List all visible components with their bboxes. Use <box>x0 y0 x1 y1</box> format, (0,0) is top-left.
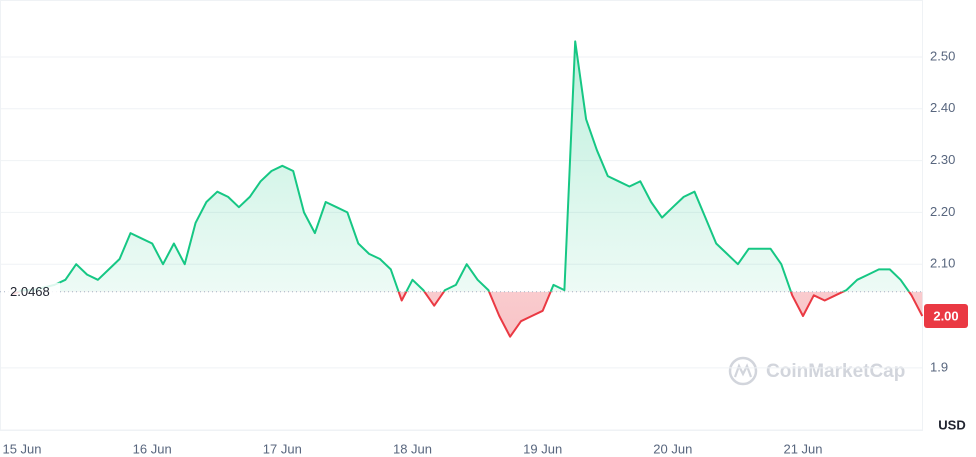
y-tick-label: 2.50 <box>930 48 955 63</box>
baseline-label-bg <box>6 282 60 301</box>
x-tick-label: 15 Jun <box>2 441 41 456</box>
x-tick-label: 21 Jun <box>783 441 822 456</box>
last-price-label: 2.00 <box>933 308 958 323</box>
watermark: CoinMarketCap <box>728 356 905 386</box>
x-tick-label: 16 Jun <box>133 441 172 456</box>
y-tick-label: 2.10 <box>930 256 955 271</box>
area-below <box>11 291 923 337</box>
last-price-tag <box>924 304 968 329</box>
baseline-label: 2.0468 <box>10 284 50 299</box>
y-tick-label: 2.20 <box>930 204 955 219</box>
y-tick-label: 2.40 <box>930 100 955 115</box>
y-tick-label: 2.30 <box>930 152 955 167</box>
area-above <box>11 41 923 292</box>
watermark-text: CoinMarketCap <box>766 361 905 382</box>
price-line-down <box>10 291 924 338</box>
y-tick-label: 1.9 <box>930 359 948 374</box>
x-tick-label: 19 Jun <box>523 441 562 456</box>
price-line-up <box>16 40 911 292</box>
x-tick-label: 18 Jun <box>393 441 432 456</box>
x-tick-label: 20 Jun <box>653 441 692 456</box>
x-tick-label: 17 Jun <box>263 441 302 456</box>
currency-label: USD <box>938 417 965 432</box>
